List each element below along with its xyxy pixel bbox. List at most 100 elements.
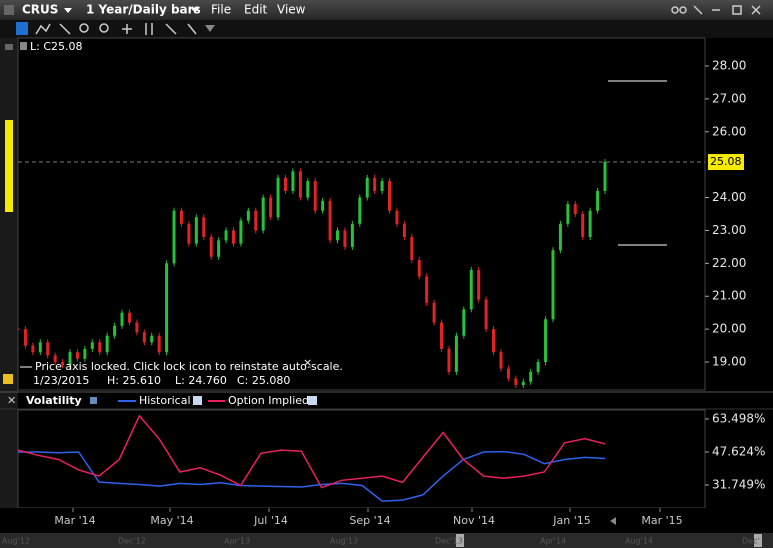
symbol[interactable]: CRUS: [22, 3, 58, 17]
window-controls[interactable]: [671, 5, 761, 15]
candle: [239, 220, 243, 244]
candle: [313, 181, 317, 211]
legend-checkbox[interactable]: [193, 396, 202, 405]
menu-view[interactable]: View: [277, 3, 306, 17]
candle: [179, 210, 183, 224]
candle: [588, 210, 592, 238]
info-close: C: 25.080: [237, 374, 290, 387]
candle: [499, 352, 503, 369]
left-strip: [0, 38, 18, 508]
candle: [469, 269, 473, 310]
dropdown[interactable]: [64, 8, 72, 13]
navigator[interactable]: [0, 533, 773, 548]
candle: [135, 322, 139, 333]
candle: [113, 325, 117, 336]
navigator-label: Aug'12: [2, 537, 30, 546]
candle: [447, 348, 451, 372]
candle: [98, 342, 102, 353]
candle: [410, 237, 414, 261]
y-tick-label: 63.498%: [712, 411, 765, 425]
y-tick-label: 26.00: [712, 124, 746, 138]
navigator-label: Apr'14: [540, 537, 566, 546]
candle: [46, 342, 50, 356]
x-tick-label: Nov '14: [453, 514, 495, 527]
candle: [573, 204, 577, 214]
candle: [187, 223, 191, 244]
notice: Price axis locked. Click lock icon to re…: [35, 360, 343, 373]
candle: [53, 355, 57, 363]
last-price-label: 25.08: [710, 155, 742, 168]
candle: [246, 210, 250, 221]
x-tick-label: Jan '15: [552, 514, 590, 527]
y-tick-label: 24.00: [712, 190, 746, 204]
navigator-label: Aug'13: [330, 537, 358, 546]
candle: [209, 237, 213, 257]
candle: [283, 177, 287, 191]
candle: [328, 200, 332, 241]
y-tick-label: 47.624%: [712, 444, 765, 458]
volatility-title: Volatility: [26, 394, 82, 407]
candle: [61, 362, 65, 366]
x-axis-area: [0, 508, 773, 532]
candle: [395, 210, 399, 224]
chart-tools[interactable]: [35, 23, 197, 35]
candle: [477, 269, 481, 300]
y-tick-label: 22.00: [712, 256, 746, 270]
candle: [68, 352, 72, 366]
candle: [373, 177, 377, 191]
candle: [254, 210, 258, 231]
candle: [298, 171, 302, 198]
y-tick-label: 27.00: [712, 91, 746, 105]
candle: [336, 230, 340, 241]
dropdown[interactable]: [205, 25, 215, 32]
candle: [105, 335, 109, 353]
toolbar: [0, 0, 773, 20]
legend-checkbox[interactable]: [308, 396, 317, 405]
candle: [529, 371, 533, 382]
dropdown[interactable]: [191, 8, 199, 13]
candle: [380, 181, 384, 191]
scroll-right[interactable]: [610, 517, 616, 525]
x-tick-label: Mar '15: [641, 514, 682, 527]
candle: [440, 322, 444, 349]
candle: [432, 302, 436, 323]
legend-label: Option Implied: [228, 394, 309, 407]
legend-icon: [20, 42, 27, 50]
y-tick-label: 20.00: [712, 322, 746, 336]
candle: [83, 348, 87, 359]
period[interactable]: 1 Year/Daily bars: [86, 3, 201, 17]
candle: [425, 276, 429, 303]
candle: [551, 250, 555, 320]
candle: [127, 312, 131, 323]
candle: [31, 345, 35, 353]
volatility-line: [18, 414, 606, 489]
candle: [514, 378, 518, 386]
navigator-handle[interactable]: [456, 534, 464, 547]
panel-icon[interactable]: [90, 397, 97, 404]
candle: [165, 263, 169, 353]
collapse[interactable]: ✕: [7, 394, 16, 407]
close-notice[interactable]: ×: [303, 356, 312, 369]
candle: [306, 181, 310, 198]
candle: [454, 335, 458, 372]
window-icon[interactable]: [4, 5, 14, 15]
scroll-thumb[interactable]: [5, 120, 13, 212]
navigator-handle[interactable]: [754, 534, 762, 547]
menu-file[interactable]: File: [211, 3, 231, 17]
lock-icon[interactable]: [3, 374, 13, 384]
menu-edit[interactable]: Edit: [244, 3, 268, 17]
candle: [217, 240, 221, 257]
candle: [417, 260, 421, 277]
tool-text[interactable]: [16, 22, 28, 35]
candle: [231, 230, 235, 244]
scroll-arrow[interactable]: [5, 44, 13, 50]
candle: [402, 223, 406, 238]
price-panel: [17, 37, 706, 391]
candle: [596, 190, 600, 211]
candle: [321, 200, 325, 211]
navigator-label: Dec'12: [118, 537, 146, 546]
navigator-label: Dec'13: [435, 537, 463, 546]
y-tick-label: 23.00: [712, 223, 746, 237]
x-tick-label: Sep '14: [349, 514, 390, 527]
candle: [358, 197, 362, 224]
